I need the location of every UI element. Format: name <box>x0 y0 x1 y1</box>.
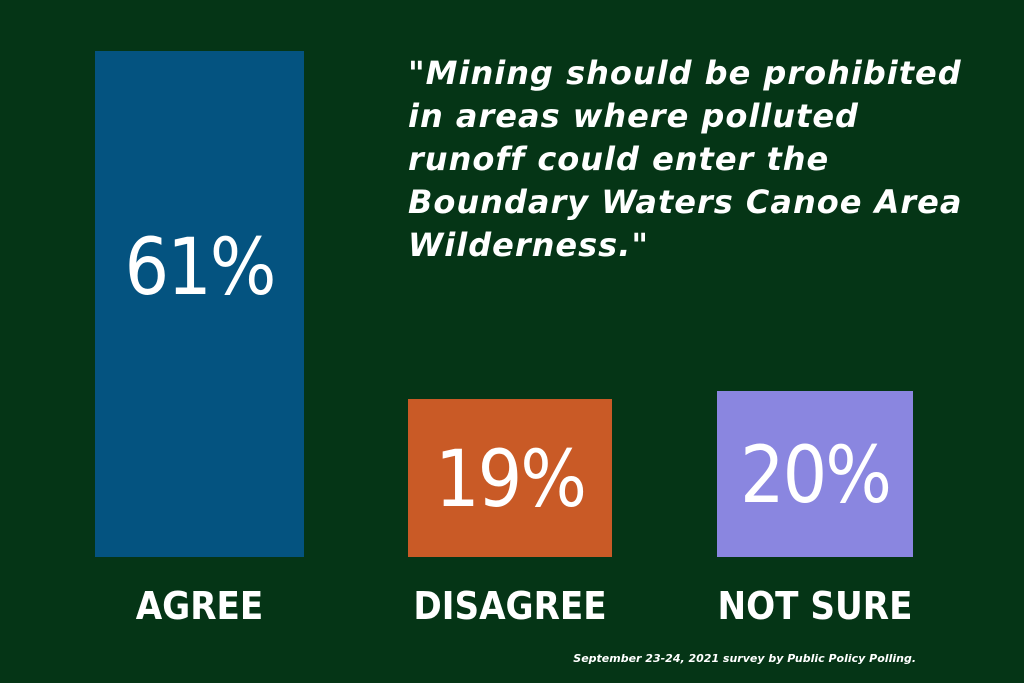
category-label-agree: AGREE <box>136 584 264 628</box>
survey-question: "Mining should be prohibited in areas wh… <box>408 54 963 264</box>
category-label-not-sure: NOT SURE <box>718 584 913 628</box>
source-note: September 23-24, 2021 survey by Public P… <box>573 652 916 665</box>
category-label-disagree: DISAGREE <box>413 584 606 628</box>
bar-agree <box>95 51 304 557</box>
bar-not-sure <box>717 391 913 557</box>
value-label-not-sure: 20% <box>740 431 890 521</box>
bar-disagree <box>408 399 612 557</box>
value-label-agree: 61% <box>125 223 275 313</box>
value-label-disagree: 19% <box>435 435 585 525</box>
